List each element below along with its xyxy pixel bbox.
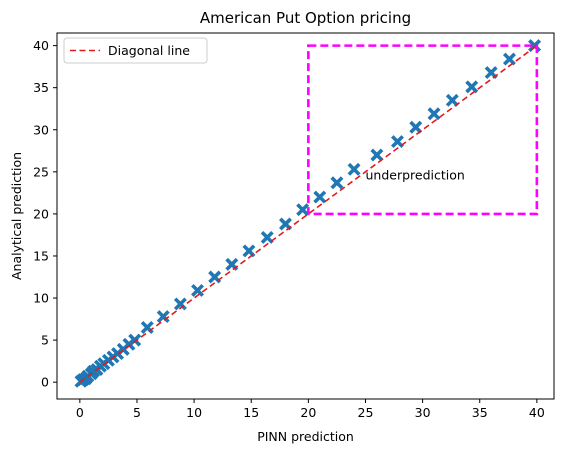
data-point-16	[156, 310, 170, 324]
y-tick-label-8: 40	[33, 38, 49, 53]
x-tick-label-1: 5	[133, 405, 141, 420]
y-tick-label-1: 5	[41, 333, 49, 348]
y-tick-label-2: 10	[33, 291, 49, 306]
x-tick-label-6: 30	[415, 405, 431, 420]
data-point-24	[296, 203, 310, 217]
y-tick-label-4: 20	[33, 206, 49, 221]
legend-box	[63, 37, 208, 64]
data-point-17	[173, 297, 187, 311]
y-tick-label-0: 0	[41, 375, 49, 390]
x-tick-label-2: 10	[186, 405, 202, 420]
data-point-25	[313, 190, 327, 204]
x-tick-label-3: 15	[243, 405, 259, 420]
legend-label-diagonal: Diagonal line	[108, 43, 190, 58]
x-tick-label-5: 25	[358, 405, 374, 420]
data-point-14	[128, 333, 142, 347]
legend: Diagonal line	[63, 37, 208, 64]
x-axis-label: PINN prediction	[257, 429, 354, 444]
x-tick-label-0: 0	[76, 405, 84, 420]
data-point-35	[502, 52, 516, 66]
axes: 0 5 10 15 20 25 30 35 40 0 5 10 15 20 25 30 35 40	[33, 32, 555, 420]
plot-area: underprediction	[74, 39, 542, 388]
data-point-22	[260, 230, 274, 244]
data-point-28	[370, 148, 384, 162]
data-point-27	[347, 162, 361, 176]
y-axis-label: Analytical prediction	[9, 152, 24, 280]
data-point-30	[409, 120, 423, 134]
data-point-15	[140, 321, 154, 334]
annotation-box	[307, 44, 539, 216]
x-tick-label-4: 20	[300, 405, 316, 420]
data-point-32	[445, 93, 459, 107]
chart-title: American Put Option pricing	[200, 9, 411, 27]
axes-frame	[56, 32, 555, 400]
x-tick-label-7: 35	[472, 405, 488, 420]
data-point-33	[465, 80, 479, 94]
data-point-26	[330, 176, 344, 190]
x-tick-label-8: 40	[529, 405, 545, 420]
y-tick-label-6: 30	[33, 122, 49, 137]
annotation-text: underprediction	[365, 168, 464, 183]
data-point-18	[191, 283, 205, 297]
y-tick-label-3: 15	[33, 248, 49, 263]
y-tick-label-5: 25	[33, 164, 49, 179]
data-point-31	[427, 107, 441, 121]
y-tick-label-7: 35	[33, 80, 49, 95]
